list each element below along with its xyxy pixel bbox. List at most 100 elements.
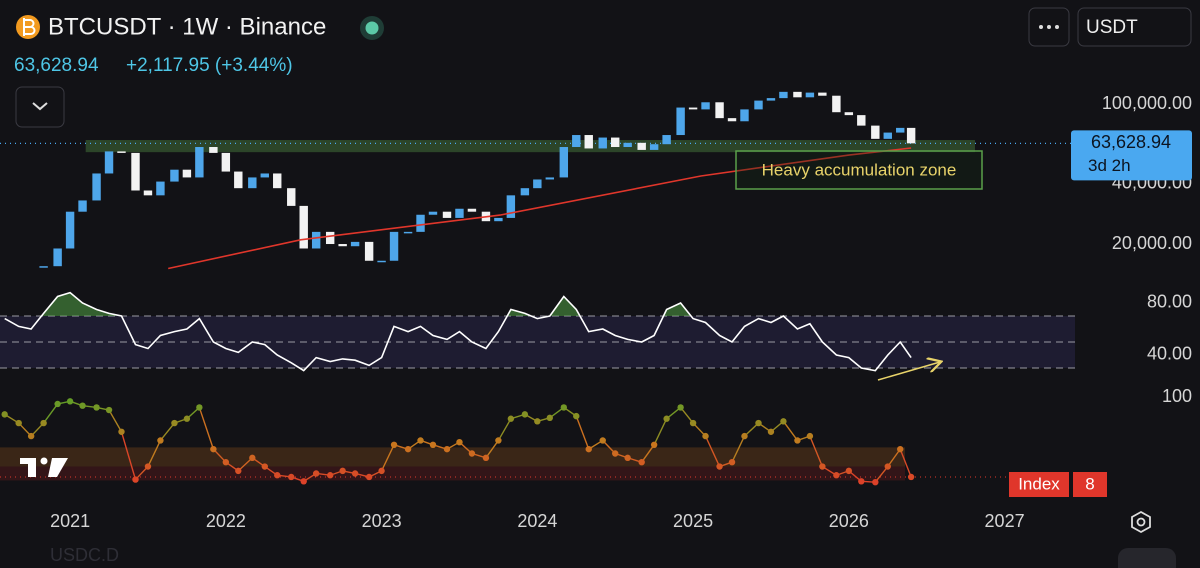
candle <box>649 144 659 150</box>
candle <box>584 135 593 149</box>
index-label-box <box>1009 472 1069 497</box>
settings-icon[interactable] <box>1131 510 1151 534</box>
candle <box>766 98 776 101</box>
bottom-button[interactable] <box>1118 548 1176 568</box>
candle <box>403 231 413 234</box>
index-dot <box>482 454 490 462</box>
candle <box>818 92 827 96</box>
candle <box>416 214 425 232</box>
y-tick-label: 100,000.00 <box>1102 93 1192 113</box>
index-dot <box>54 400 61 408</box>
moving-average <box>168 147 912 270</box>
index-dot <box>222 458 230 466</box>
settings-icon-core <box>1136 517 1146 527</box>
index-dot <box>132 476 139 483</box>
x-tick-label: 2025 <box>673 511 713 531</box>
candle <box>754 100 763 110</box>
index-dot <box>599 437 606 444</box>
y-tick-label: 20,000.00 <box>1112 233 1192 253</box>
index-dot <box>560 404 568 411</box>
price-tag-box <box>1071 130 1192 181</box>
index-dot <box>468 450 476 457</box>
index-dot <box>507 415 515 422</box>
index-link <box>782 420 799 441</box>
candle <box>442 211 452 218</box>
index-dot <box>780 418 787 425</box>
candle <box>805 92 815 98</box>
index-dot <box>573 412 580 420</box>
more-dot <box>1055 25 1059 29</box>
index-dot <box>300 478 307 485</box>
index-dot <box>1 411 8 418</box>
index-dot <box>365 473 373 481</box>
candle <box>377 260 386 263</box>
collapse-button[interactable] <box>15 86 65 128</box>
candle <box>506 195 516 218</box>
index-link <box>43 403 59 424</box>
index-link <box>809 435 824 467</box>
candle <box>494 217 503 222</box>
index-dot <box>351 470 359 477</box>
candle <box>662 135 671 145</box>
candle <box>311 231 321 249</box>
index-dot <box>339 467 346 475</box>
trend-arrow <box>877 362 940 381</box>
x-tick-label: 2023 <box>362 511 402 531</box>
index-dot <box>650 441 658 449</box>
index-link <box>653 418 668 446</box>
index-dot <box>326 472 334 479</box>
index-dot <box>716 463 723 470</box>
index-link <box>108 409 123 433</box>
candle <box>637 142 646 150</box>
index-dot <box>390 441 398 449</box>
candle <box>871 125 880 139</box>
price-tag: 63,628.94 3d 2h <box>1071 130 1192 181</box>
index-dot <box>118 428 125 435</box>
index-link <box>704 435 721 467</box>
index-dot <box>833 472 840 479</box>
candle <box>170 169 179 182</box>
index-dot <box>689 419 697 427</box>
more-dot <box>1039 25 1043 29</box>
index-dot <box>521 411 529 418</box>
candle <box>779 91 788 99</box>
index-dot <box>638 458 645 466</box>
index-dot <box>534 418 541 425</box>
candle <box>65 211 75 249</box>
index-dot <box>794 437 801 444</box>
candle <box>688 107 698 110</box>
x-tick-label: 2027 <box>985 511 1025 531</box>
x-tick-label: 2021 <box>50 511 90 531</box>
index-dot <box>872 478 879 486</box>
currency-select[interactable] <box>1077 7 1192 47</box>
index-dot <box>443 445 451 453</box>
candle <box>701 102 710 110</box>
candle <box>260 173 269 178</box>
index-dot <box>157 437 164 444</box>
chevron <box>32 102 48 111</box>
y-tick-label: 80.00 <box>1147 292 1192 312</box>
index-dot <box>755 419 762 427</box>
overbought-fill <box>4 292 912 316</box>
coin-glyph <box>23 18 36 36</box>
index-link <box>731 435 746 463</box>
price-tag-value: 63,628.94 <box>1091 132 1171 152</box>
index-band <box>0 447 905 467</box>
index-dot <box>741 432 748 440</box>
x-tick-label: 2026 <box>829 511 869 531</box>
index-dot <box>404 445 412 453</box>
index-dot <box>546 414 553 422</box>
candle <box>234 171 243 189</box>
y-tick-label: 100 <box>1162 386 1192 406</box>
index-dot <box>585 445 592 453</box>
rsi-band <box>0 315 1075 368</box>
index-value: 8 <box>1085 474 1094 493</box>
candle <box>545 177 555 180</box>
candle <box>209 147 218 153</box>
logo-part <box>40 457 48 465</box>
candle <box>92 173 101 201</box>
candle <box>832 95 841 113</box>
candle <box>559 147 569 178</box>
candle <box>131 152 140 191</box>
index-dot <box>40 419 47 427</box>
